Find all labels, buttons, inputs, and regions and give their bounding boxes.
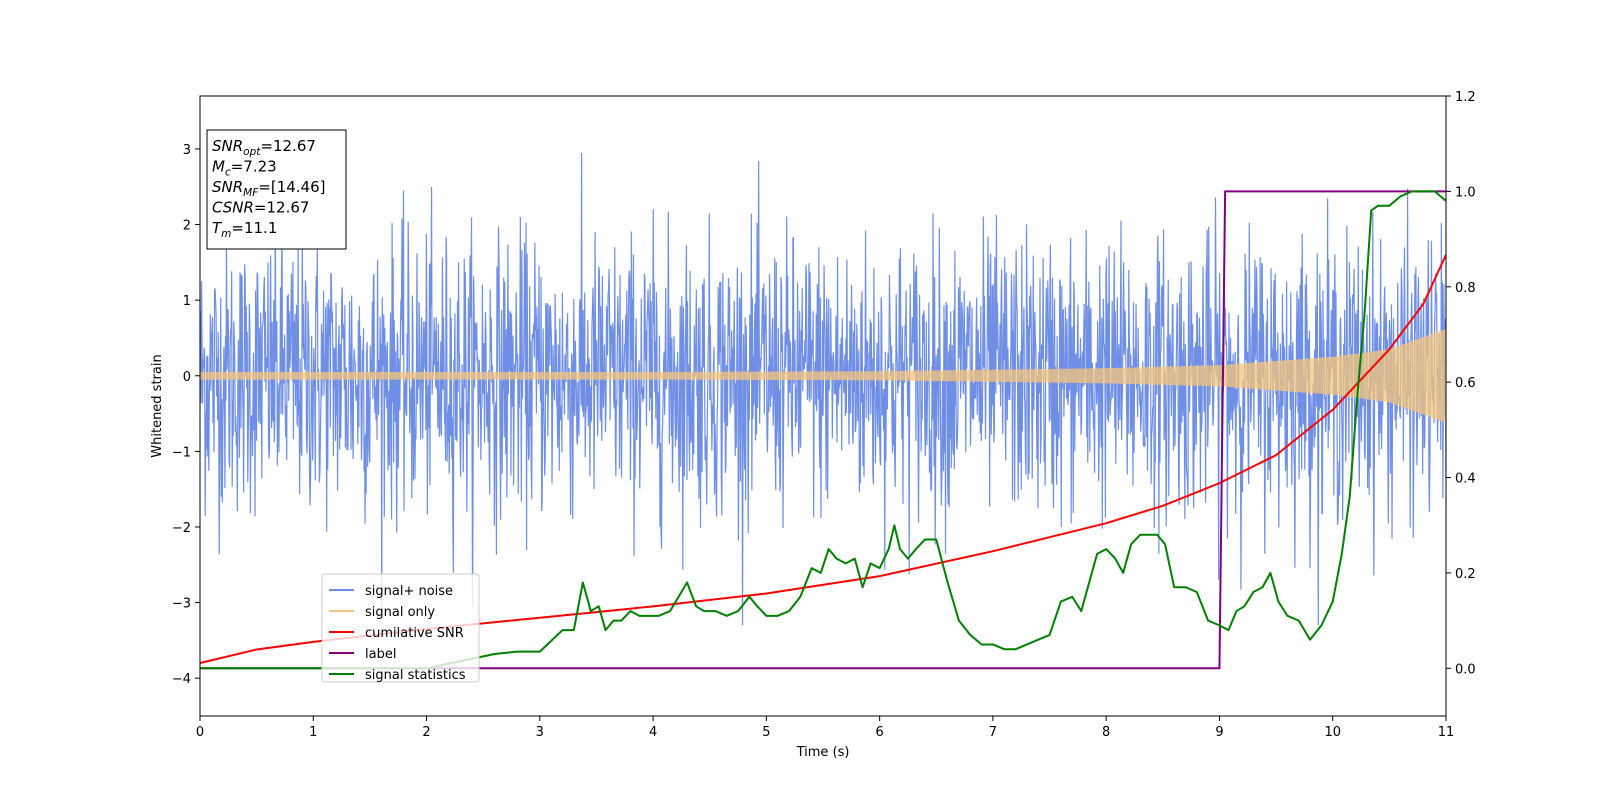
stats-value: =7.23 [231,158,277,176]
legend-frame [321,573,480,683]
stats-value: =11.1 [231,219,277,237]
x-tick-label: 5 [762,725,770,740]
y-tick-label: −1 [172,445,191,460]
y-tick-label: 3 [183,143,191,158]
y2-tick-label: 0.8 [1455,281,1476,296]
series-signal-statistics [200,190,1446,670]
x-tick-label: 6 [875,725,883,740]
stats-line: CSNR=12.67 [212,199,309,217]
stats-value: =12.67 [260,137,316,155]
y-axis-label: Whitened strain [150,354,165,457]
legend-label: signal statistics [365,668,466,683]
stats-subscript: c [225,167,231,179]
stats-line: Mc=7.23 [212,158,277,179]
plot-frame [199,95,1447,717]
y-tick-label: −4 [172,672,191,687]
stats-subscript: m [221,228,231,240]
x-tick-label: 7 [989,725,997,740]
x-axis-label: Time (s) [796,745,850,760]
y-tick-label: −2 [172,521,191,536]
x-tick-label: 9 [1215,725,1223,740]
legend-label: cumilative SNR [365,626,464,641]
stats-symbol: M [212,158,225,176]
y2-tick-label: 0.2 [1455,567,1476,582]
stats-line: SNRMF=[14.46] [212,178,326,199]
y-tick-label: −3 [172,597,191,612]
legend-label: signal+ noise [365,584,453,599]
y-tick-label: 1 [183,294,191,309]
series-signal-noise [200,152,1446,626]
y2-tick-label: 1.2 [1455,90,1476,105]
y-tick-label: 2 [183,219,191,234]
x-tick-label: 4 [649,725,657,740]
x-tick-label: 10 [1324,725,1341,740]
y2-tick-label: 0.4 [1455,472,1476,487]
stats-box-frame [206,129,347,250]
stats-line: SNRopt=12.67 [212,137,316,158]
stats-symbol: SNR [212,137,243,155]
stats-value: =12.67 [254,199,310,217]
stats-subscript: MF [243,187,259,199]
stats-symbol: T [212,219,223,237]
stats-symbol: SNR [212,178,243,196]
stats-line: Tm=11.1 [212,219,277,240]
y2-tick-label: 1.0 [1455,185,1476,200]
x-tick-label: 2 [422,725,430,740]
series-signal-only [200,328,1446,423]
legend-label: signal only [365,605,435,620]
axes-ticks: 0 1 2 3 4 5 6 7 8 9 10 11 −4 −3 −2 −1 0 1 2 3 0.0 0.2 0.4 0.6 0.… [172,90,1476,740]
x-tick-label: 8 [1102,725,1110,740]
legend-label: label [365,647,396,662]
x-tick-label: 0 [196,725,204,740]
legend: signal+ noise signal only cumilative SNR la… [321,573,480,683]
series-label [200,190,1446,670]
stats-symbol: CSNR [212,199,254,217]
stats-value: =[14.46] [258,178,325,196]
x-tick-label: 1 [309,725,317,740]
y2-tick-label: 0.0 [1455,662,1476,677]
x-tick-label: 11 [1438,725,1455,740]
y-tick-label: 0 [183,370,191,385]
x-tick-label: 3 [536,725,544,740]
y2-tick-label: 0.6 [1455,376,1476,391]
stats-box: SNRopt=12.67Mc=7.23SNRMF=[14.46]CSNR=12.… [206,129,347,250]
stats-subscript: opt [243,146,261,158]
